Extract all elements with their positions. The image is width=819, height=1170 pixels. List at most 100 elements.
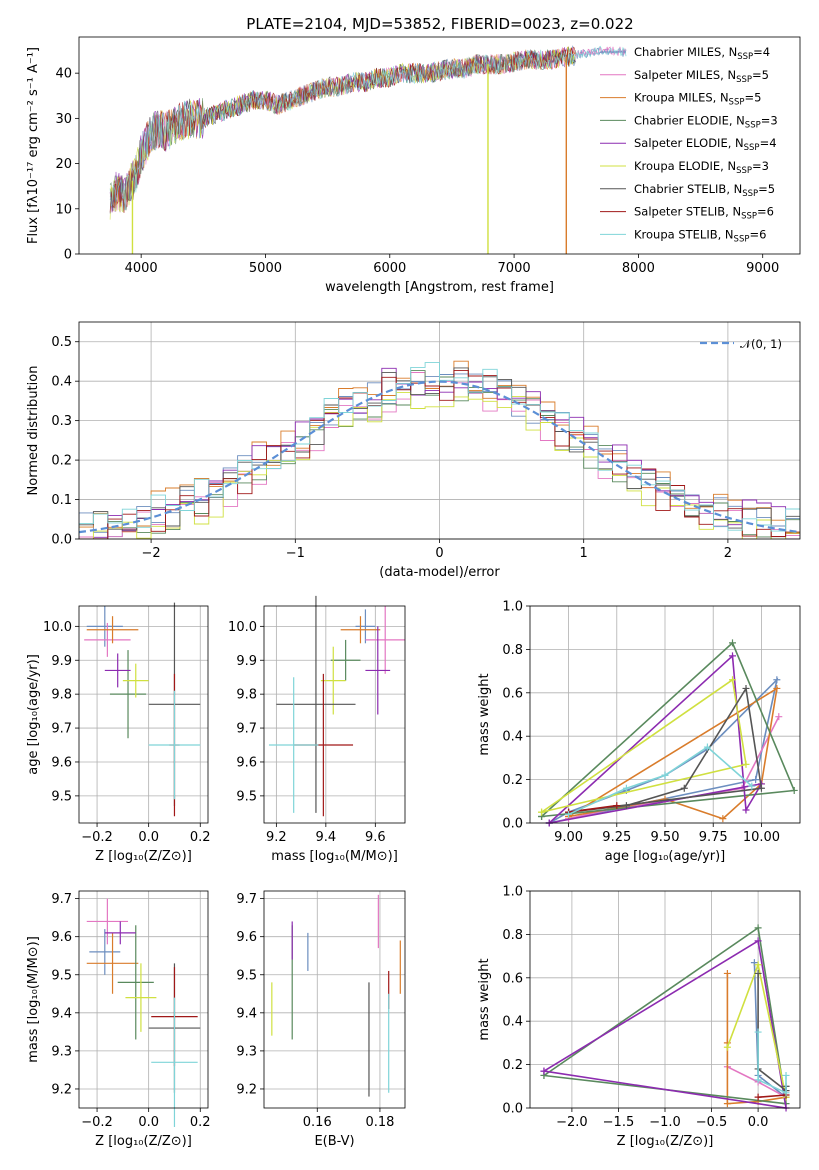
y-tick-label: 9.6	[51, 755, 72, 770]
x-tick-label: 9000	[746, 261, 779, 276]
y-tick-label: 9.5	[51, 789, 72, 804]
x-axis-label: mass [log₁₀(M/M⊙)]	[271, 849, 398, 864]
y-tick-label: 9.6	[236, 755, 257, 770]
weight-marker	[680, 784, 688, 792]
y-tick-label: 9.7	[51, 722, 72, 737]
legend-label: Salpeter STELIB, N	[634, 205, 741, 219]
legend-sub: SSP	[742, 189, 758, 199]
weight-series	[548, 677, 779, 824]
legend-entry: Chabrier STELIB, NSSP=5	[634, 182, 775, 199]
weight-marker	[773, 684, 781, 692]
axes-frame	[78, 321, 801, 540]
weight-marker	[782, 1089, 790, 1097]
legend-label: Kroupa STELIB, N	[634, 227, 734, 241]
legend-entry: Salpeter ELODIE, NSSP=4	[634, 136, 777, 153]
x-tick-label: 9.4	[315, 830, 336, 845]
y-tick-label: 0.0	[502, 1102, 523, 1117]
legend-sub: SSP	[734, 234, 750, 244]
weight-marker	[754, 969, 762, 977]
legend-suffix: =4	[760, 136, 777, 150]
x-tick-label: 1	[580, 546, 588, 561]
weight-marker	[754, 937, 762, 945]
y-axis-label: mass [log₁₀(M/M⊙)]	[26, 936, 41, 1063]
weight-marker	[775, 713, 783, 721]
y-axis-label: mass weight	[477, 958, 492, 1040]
y-axis-label: Flux [fλ10⁻¹⁷ erg cm⁻² s⁻¹ A⁻¹]	[26, 47, 41, 244]
y-tick-label: 1.0	[502, 600, 523, 615]
weight-marker	[754, 961, 762, 969]
spectrum-lines	[109, 45, 627, 254]
weight-marker	[754, 1028, 762, 1036]
legend-label: Chabrier STELIB, N	[634, 182, 742, 196]
y-tick-label: 0.2	[51, 454, 72, 469]
x-tick-label: 8000	[622, 261, 655, 276]
y-tick-label: 0.6	[502, 686, 523, 701]
y-tick-label: 9.6	[236, 930, 257, 945]
legend-suffix: =4	[753, 45, 770, 59]
y-tick-label: 9.7	[236, 892, 257, 907]
y-tick-label: 40	[55, 67, 72, 82]
weight-marker	[622, 802, 630, 810]
y-tick-label: 9.4	[51, 1006, 72, 1021]
x-axis-label: Z [log₁₀(Z/Z⊙)]	[95, 1134, 192, 1149]
weight-marker	[773, 676, 781, 684]
weight-series	[541, 678, 747, 813]
weight-marker	[750, 959, 758, 967]
legend-suffix: =5	[758, 182, 775, 196]
legend-entry: 𝒩(0, 1)	[740, 337, 782, 351]
x-tick-label: −0.5	[696, 1115, 728, 1130]
y-tick-label: 0.1	[51, 493, 72, 508]
axes-2	[75, 606, 208, 827]
legend-suffix: =5	[752, 68, 769, 82]
legend-entry: Salpeter MILES, NSSP=5	[634, 68, 769, 85]
weight-marker	[754, 1076, 762, 1084]
x-tick-label: −2	[142, 546, 161, 561]
axes-5	[75, 891, 208, 1112]
x-axis-label: Z [log₁₀(Z/Z⊙)]	[617, 1134, 714, 1149]
x-tick-label: −1.0	[649, 1115, 681, 1130]
histograms	[79, 360, 800, 539]
weight-marker	[790, 786, 798, 794]
weight-series	[757, 1032, 787, 1095]
x-tick-label: −0.2	[81, 1115, 113, 1130]
x-axis-label: wavelength [Angstrom, rest frame]	[325, 280, 554, 295]
y-tick-label: 0	[64, 248, 72, 263]
y-tick-label: 0.6	[502, 971, 523, 986]
axes-frame	[529, 605, 801, 824]
axes-frame	[529, 890, 801, 1109]
weight-marker	[723, 1100, 731, 1108]
x-tick-label: −1.5	[603, 1115, 635, 1130]
spectrum-series	[109, 49, 576, 214]
y-axis-label: mass weight	[477, 673, 492, 755]
legend-label: Kroupa ELODIE, N	[634, 159, 736, 173]
y-tick-label: 0.5	[51, 335, 72, 350]
y-tick-label: 10.0	[228, 620, 257, 635]
weight-marker	[742, 684, 750, 692]
spectrum-series	[109, 46, 576, 214]
legend-sub: SSP	[745, 120, 761, 130]
x-tick-label: 9.2	[266, 830, 287, 845]
weight-marker	[723, 969, 731, 977]
weight-marker	[719, 815, 727, 823]
weight-marker	[742, 760, 750, 768]
x-axis-label: age [log₁₀(age/yr)]	[605, 849, 726, 864]
y-tick-label: 9.3	[51, 1044, 72, 1059]
y-tick-label: 20	[55, 157, 72, 172]
axes-frame	[263, 605, 406, 824]
x-tick-label: 0.0	[138, 1115, 159, 1130]
legend-label: Salpeter MILES, N	[634, 68, 736, 82]
y-tick-label: 0.4	[502, 730, 523, 745]
legend-entry: Salpeter STELIB, NSSP=6	[634, 205, 774, 222]
legend-sub: SSP	[744, 143, 760, 153]
y-tick-label: 9.8	[236, 688, 257, 703]
weight-series	[543, 939, 787, 1109]
legend-entry: Chabrier ELODIE, NSSP=3	[634, 113, 778, 130]
y-tick-label: 0.4	[51, 375, 72, 390]
y-tick-label: 9.7	[51, 892, 72, 907]
legend-label: Kroupa MILES, N	[634, 91, 729, 105]
weight-marker	[703, 743, 711, 751]
x-tick-label: 0.0	[138, 830, 159, 845]
x-tick-label: 9.25	[602, 830, 631, 845]
legend-suffix: =3	[752, 159, 769, 173]
x-tick-label: 4000	[125, 261, 158, 276]
